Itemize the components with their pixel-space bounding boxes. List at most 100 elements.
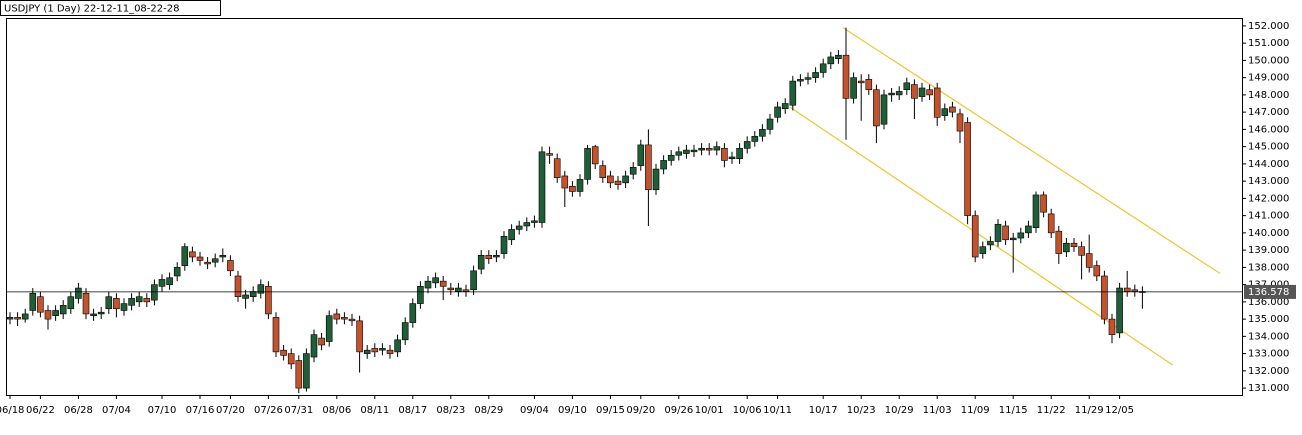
candle-body [409,303,417,323]
candle-body [6,317,14,320]
y-tick-label: 147.000 [1248,107,1289,118]
candle-body [196,256,204,261]
candle-body [432,277,439,284]
candle-body [242,294,249,299]
y-tick-label: 135.000 [1248,314,1289,325]
candle-body [911,84,918,99]
candle-body [455,287,462,292]
candle-body [508,229,515,241]
candle-body [21,313,29,320]
y-tick-label: 146.000 [1248,124,1289,135]
candle-body [1047,213,1055,234]
x-tick-label: 07/31 [284,405,313,416]
candle-body [333,313,341,320]
candle-body [743,141,751,149]
candle-body [1025,225,1032,234]
candle-body [1040,194,1047,213]
y-tick-label: 139.000 [1248,245,1289,256]
candle-body [827,56,835,65]
x-tick-label: 09/20 [626,405,655,416]
candle-body [265,286,272,315]
y-tick-label: 150.000 [1248,55,1289,66]
candle-body [873,89,880,127]
candle-body [67,296,75,310]
y-tick-label: 142.000 [1248,193,1289,204]
candle-body [994,223,1002,242]
current-price-label: 136.578 [1248,287,1289,298]
candle-body [500,236,508,254]
candle-body [538,151,546,223]
candle-body [257,284,265,294]
y-tick-label: 133.000 [1248,349,1289,360]
candle-body [105,296,113,310]
candle-body [1116,287,1123,334]
candle-body [614,180,622,185]
candle-body [645,144,652,191]
x-tick-label: 07/16 [186,405,215,416]
candle-body [979,246,987,254]
candle-body [29,292,37,311]
candle-body [477,254,485,270]
y-tick-label: 152.000 [1248,21,1289,32]
candle-body [591,146,599,165]
candle-body [652,168,660,191]
candle-body [52,310,59,316]
y-tick-label: 141.000 [1248,211,1289,222]
candle-body [850,77,857,99]
candle-body [1017,232,1025,239]
candle-body [713,146,721,151]
candle-body [812,72,819,78]
candle-body [774,106,781,118]
candle-body [987,241,994,246]
candle-body [964,122,971,216]
candle-body [143,298,151,303]
candle-body [234,275,242,297]
candle-body [1093,265,1101,277]
y-tick-label: 138.000 [1248,262,1289,273]
candle-body [417,286,424,304]
candle-body [493,254,500,258]
candle-body [1009,237,1017,241]
candle-body [75,287,82,299]
x-tick-label: 08/29 [474,405,503,416]
candle-body [211,258,219,263]
candle-body [341,317,348,320]
candle-body [439,280,447,287]
candle-body [379,348,386,351]
candle-body [933,87,941,118]
plot-frame [6,18,1243,396]
candle-body [462,289,470,292]
candle-body [128,298,135,306]
title-box [0,0,221,16]
candle-body [857,80,865,84]
candle-body [181,246,189,266]
candle-body [401,322,409,341]
candle-body [903,82,911,91]
candle-body [204,261,211,265]
candle-body [485,254,493,260]
candle-body [14,317,21,320]
x-tick-label: 07/20 [216,405,245,416]
x-tick-label: 06/18 [0,405,24,416]
trend-line [842,27,1221,274]
candle-body [576,179,584,192]
candle-body [607,175,614,184]
candle-body [166,277,173,285]
y-tick-label: 144.000 [1248,159,1289,170]
candle-body [789,80,797,106]
candle-body [363,349,371,354]
y-tick-label: 136.000 [1248,297,1289,308]
x-tick-label: 07/26 [254,405,283,416]
candle-body [766,118,774,130]
candle-body [683,149,690,154]
candle-body [1085,253,1093,268]
candle-body [447,287,455,291]
y-tick-label: 145.000 [1248,142,1289,153]
candle-body [219,254,227,258]
y-tick-label: 134.000 [1248,331,1289,342]
candle-body [660,160,667,170]
y-tick-label: 132.000 [1248,366,1289,377]
candle-body [303,353,310,389]
x-tick-label: 11/15 [999,405,1028,416]
